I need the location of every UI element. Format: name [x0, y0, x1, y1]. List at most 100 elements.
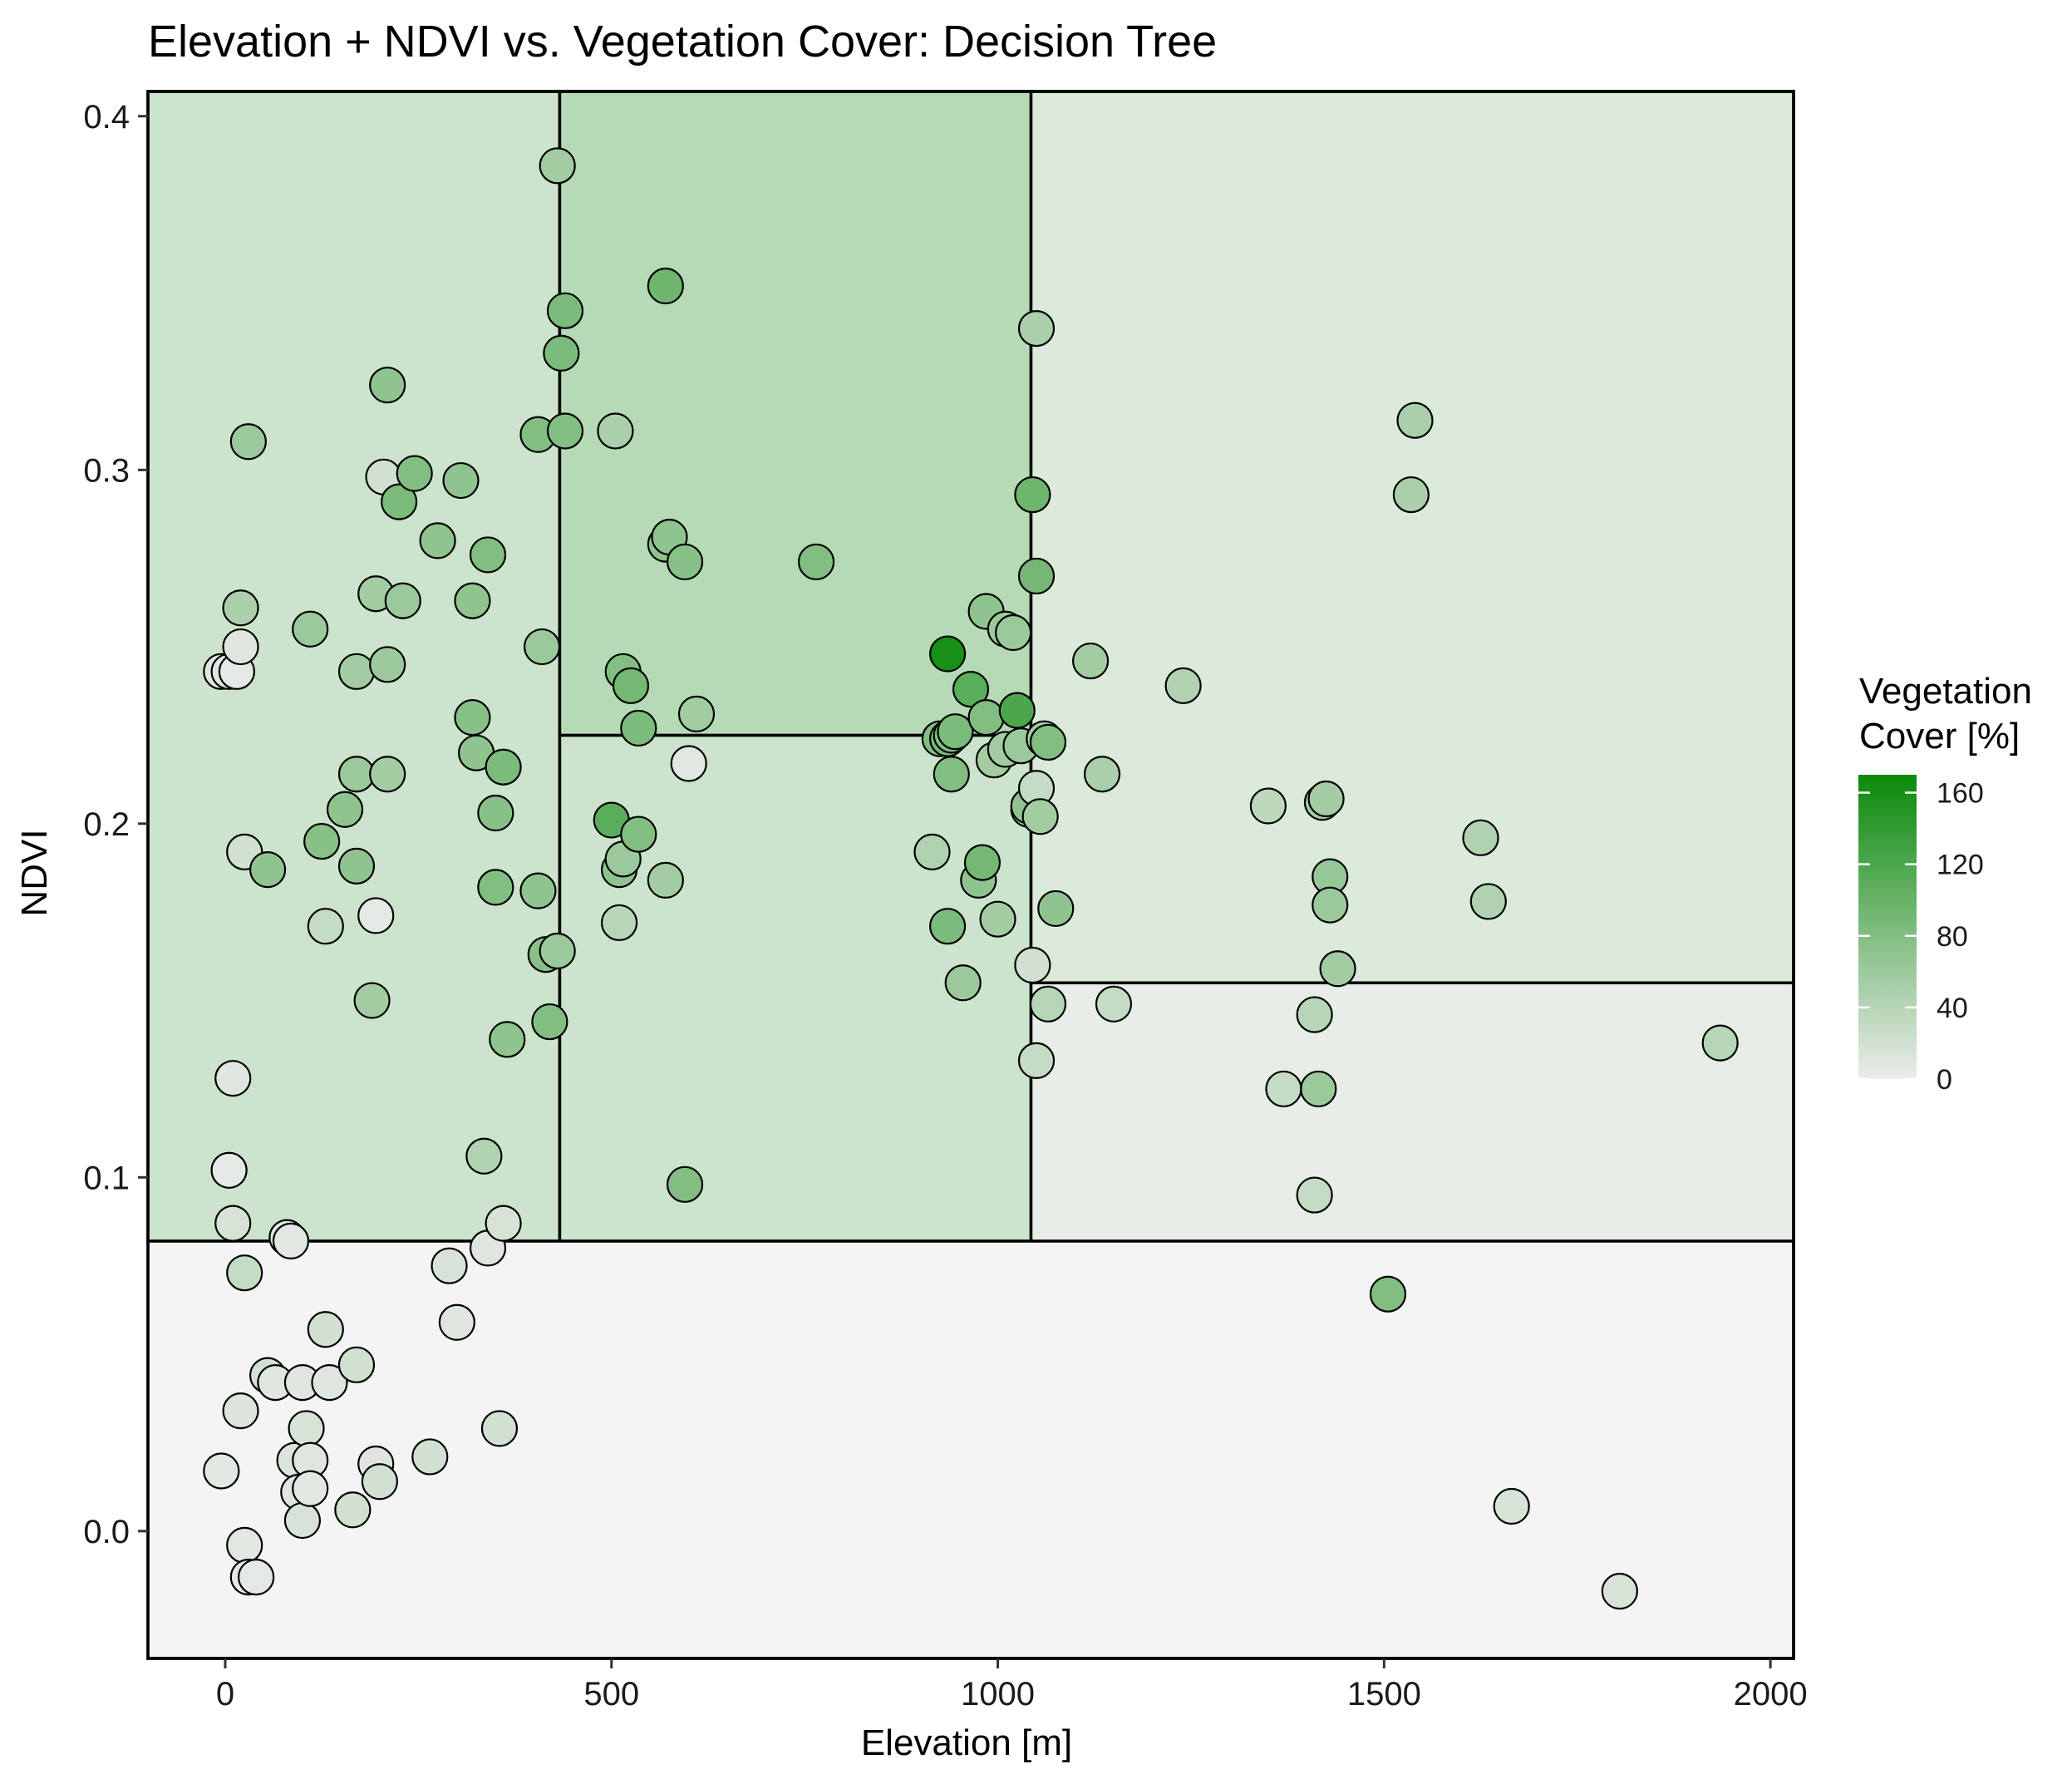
- x-axis: 0 500 1000 1500 2000: [216, 1658, 1808, 1712]
- legend-tick-label-3: 120: [1937, 850, 1984, 881]
- point-43: [307, 908, 344, 945]
- point-26: [411, 1438, 449, 1476]
- point-128: [1029, 985, 1067, 1022]
- point-17: [288, 1410, 325, 1447]
- legend-tick-label-0: 0: [1937, 1064, 1952, 1096]
- point-48: [353, 982, 391, 1019]
- point-150: [1493, 1487, 1530, 1525]
- point-52: [369, 756, 406, 793]
- x-tick-label-0: 0: [216, 1676, 234, 1712]
- point-22: [334, 1491, 372, 1529]
- point-130: [1037, 889, 1075, 928]
- point-5: [226, 1526, 263, 1564]
- x-tick-label-4: 2000: [1734, 1676, 1808, 1712]
- point-99: [929, 635, 967, 673]
- point-86: [620, 709, 657, 747]
- point-42: [303, 822, 341, 860]
- point-92: [666, 543, 704, 581]
- point-124: [1017, 557, 1056, 595]
- point-46: [337, 653, 376, 690]
- region-3: [558, 90, 1033, 737]
- point-6: [226, 1254, 263, 1292]
- point-139: [1300, 1070, 1337, 1108]
- point-73: [531, 1003, 568, 1041]
- point-39: [229, 423, 267, 461]
- point-138: [1296, 996, 1333, 1033]
- point-25: [361, 1463, 398, 1500]
- point-112: [979, 900, 1016, 938]
- point-129: [1029, 723, 1067, 761]
- point-56: [384, 582, 421, 619]
- point-122: [1017, 1042, 1056, 1079]
- point-15: [283, 1501, 322, 1540]
- point-55: [381, 483, 418, 520]
- point-80: [597, 412, 634, 450]
- point-64: [469, 536, 507, 574]
- point-12: [272, 1222, 310, 1260]
- point-109: [967, 699, 1005, 737]
- x-tick-label-1: 500: [583, 1676, 639, 1712]
- x-tick-label-2: 1000: [961, 1676, 1035, 1712]
- point-96: [797, 543, 835, 581]
- region-0: [146, 1239, 1795, 1660]
- point-61: [454, 582, 491, 619]
- point-75: [539, 147, 576, 185]
- legend-ticks: 0 40 80 120 160: [1858, 778, 1984, 1096]
- point-60: [454, 699, 491, 737]
- data-points: [203, 147, 1739, 1610]
- point-108: [963, 844, 1002, 881]
- point-34: [210, 1151, 248, 1189]
- point-28: [438, 1303, 475, 1341]
- point-78: [546, 412, 584, 450]
- plot-area: [146, 90, 1795, 1660]
- point-45: [337, 847, 376, 884]
- point-40: [249, 851, 287, 889]
- point-49: [357, 897, 395, 934]
- y-tick-label-0: 0.0: [83, 1514, 130, 1550]
- point-82: [600, 904, 638, 942]
- y-tick-label-1: 0.1: [83, 1160, 130, 1196]
- point-135: [1249, 787, 1287, 825]
- chart-title: Elevation + NDVI vs. Vegetation Cover: D…: [148, 17, 1217, 67]
- y-axis: 0.0 0.1 0.2 0.3 0.4: [83, 99, 148, 1550]
- point-132: [1083, 756, 1121, 793]
- point-58: [419, 522, 456, 559]
- x-axis-title: Elevation [m]: [861, 1722, 1072, 1763]
- point-59: [442, 461, 480, 500]
- point-143: [1312, 886, 1349, 924]
- point-89: [647, 267, 684, 305]
- point-37: [222, 589, 259, 627]
- point-123: [1017, 309, 1056, 347]
- point-85: [612, 667, 650, 704]
- point-2: [214, 1060, 252, 1097]
- y-tick-label-4: 0.4: [83, 99, 130, 136]
- point-104: [937, 713, 974, 751]
- point-74: [539, 932, 576, 970]
- legend-color-bar: [1858, 775, 1917, 1079]
- point-44: [326, 791, 364, 828]
- plot-border: [146, 90, 1795, 1660]
- legend-tick-label-4: 160: [1937, 778, 1984, 810]
- region-5: [1029, 90, 1795, 985]
- point-147: [1396, 402, 1434, 439]
- point-71: [523, 628, 561, 666]
- y-tick-label-2: 0.2: [83, 806, 130, 843]
- point-67: [485, 748, 522, 786]
- point-103: [933, 756, 970, 793]
- point-137: [1296, 1176, 1333, 1214]
- point-116: [998, 692, 1036, 729]
- region-4: [1029, 981, 1795, 1243]
- point-20: [307, 1311, 344, 1348]
- point-97: [913, 833, 951, 870]
- point-145: [1369, 1275, 1407, 1313]
- color-legend: Vegetation Cover [%] 0 40 80 120 160: [1858, 671, 2032, 1096]
- point-30: [480, 1410, 519, 1447]
- point-3: [214, 1205, 252, 1242]
- point-0: [203, 1452, 240, 1490]
- point-131: [1071, 642, 1110, 680]
- point-121: [1014, 476, 1051, 514]
- y-axis-title: NDVI: [14, 829, 55, 916]
- point-134: [1164, 667, 1202, 704]
- legend-tick-label-1: 40: [1937, 993, 1968, 1024]
- point-65: [477, 794, 514, 832]
